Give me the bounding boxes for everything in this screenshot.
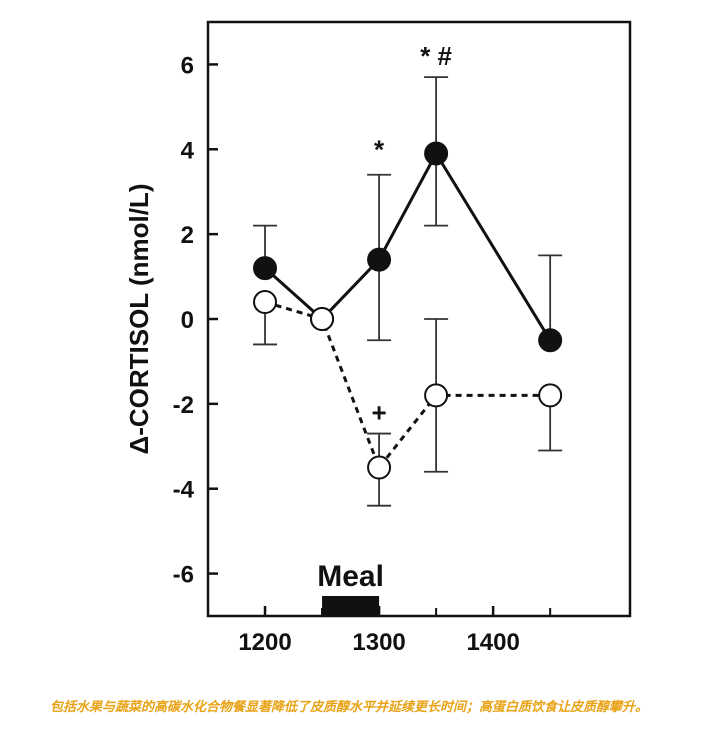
meal-indicator: Meal [317, 560, 384, 616]
series-line-filled [264, 150, 552, 341]
data-point-open [310, 307, 335, 331]
y-axis-label: Δ-CORTISOL (nmol/L) [124, 184, 154, 455]
x-tick-label: 1200 [238, 629, 291, 656]
x-tick-label: 1300 [352, 629, 405, 656]
meal-bar [322, 596, 380, 616]
plot-frame [206, 20, 632, 618]
data-point-filled [253, 256, 278, 281]
data-point-open [253, 290, 278, 315]
error-bars [253, 76, 563, 507]
significance-marker: + [371, 397, 386, 427]
data-point-open [424, 383, 449, 408]
data-point-open [367, 455, 392, 480]
series-line-open [264, 300, 551, 471]
significance-marker: * # [420, 41, 452, 71]
significance-annotations: * * # + [371, 41, 452, 427]
meal-label: Meal [317, 560, 384, 593]
data-point-filled [424, 141, 449, 166]
data-point-open [538, 383, 563, 408]
data-markers [253, 141, 563, 480]
figure-caption: 包括水果与蔬菜的高碳水化合物餐显著降低了皮质醇水平并延续更长时间；高蛋白质饮食让… [50, 700, 649, 715]
y-tick-label: 2 [181, 222, 194, 249]
data-point-filled [367, 247, 392, 272]
significance-marker: * [374, 134, 385, 164]
y-tick-label: -6 [173, 562, 194, 589]
data-point-filled [538, 328, 563, 353]
series-lines [264, 150, 552, 471]
y-tick-label: 6 [181, 52, 194, 79]
y-tick-label: 4 [181, 137, 195, 164]
chart-axes: 6 4 2 0 -2 -4 -6 1200 1300 1400 Δ-CORTISOL (nmol/L… [124, 20, 632, 656]
y-tick-label: 0 [181, 307, 194, 334]
x-tick-label: 1400 [466, 629, 519, 656]
y-tick-label: -2 [173, 392, 194, 419]
y-tick-label: -4 [173, 477, 195, 504]
cortisol-chart: 6 4 2 0 -2 -4 -6 1200 1300 1400 Δ-CORTISOL (nmol/L… [124, 20, 632, 656]
